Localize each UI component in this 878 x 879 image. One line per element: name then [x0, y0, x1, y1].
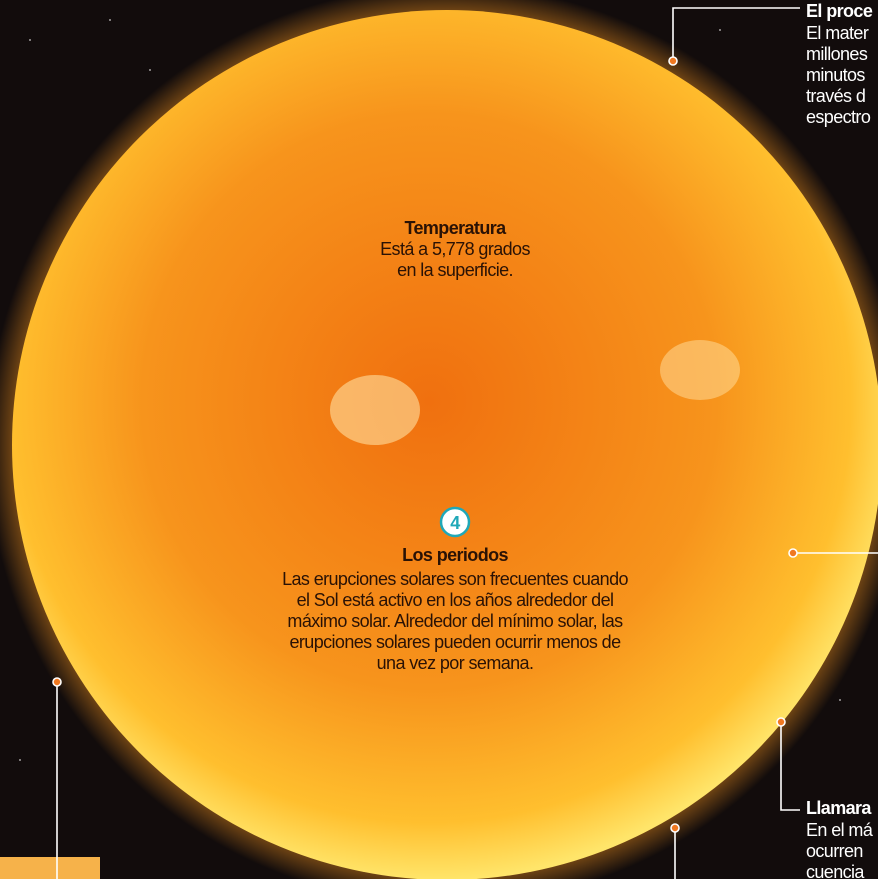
periods-text: el Sol está activo en los años alrededor…	[297, 590, 614, 610]
periods-title: Los periodos	[402, 545, 508, 565]
flares-text: cuencia	[806, 862, 865, 879]
panel-edge	[0, 857, 100, 879]
page: Temperatura Está a 5,778 grados en la su…	[0, 0, 878, 879]
infographic: Temperatura Está a 5,778 grados en la su…	[0, 0, 878, 879]
active-region	[330, 375, 420, 445]
process-text: El mater	[806, 23, 869, 43]
flares-text: ocurren	[806, 841, 863, 861]
temperature-text: Está a 5,778 grados	[380, 239, 530, 259]
flares-title: Llamara	[806, 798, 872, 818]
periods-text: una vez por semana.	[377, 653, 534, 673]
number: 4	[450, 513, 460, 533]
temperature-text: en la superficie.	[397, 260, 513, 280]
process-text: millones	[806, 44, 868, 64]
periods-text: máximo solar. Alrededor del mínimo solar…	[287, 611, 623, 631]
periods-text: Las erupciones solares son frecuentes cu…	[282, 569, 628, 589]
process-text: espectro	[806, 107, 871, 127]
sun	[12, 10, 878, 879]
periods-text: erupciones solares pueden ocurrir menos …	[289, 632, 621, 652]
active-region	[660, 340, 740, 400]
temperature-title: Temperatura	[404, 218, 507, 238]
process-text: minutos	[806, 65, 865, 85]
process-title: El proce	[806, 1, 873, 21]
flares-text: En el má	[806, 820, 874, 840]
process-text: través d	[806, 86, 865, 106]
